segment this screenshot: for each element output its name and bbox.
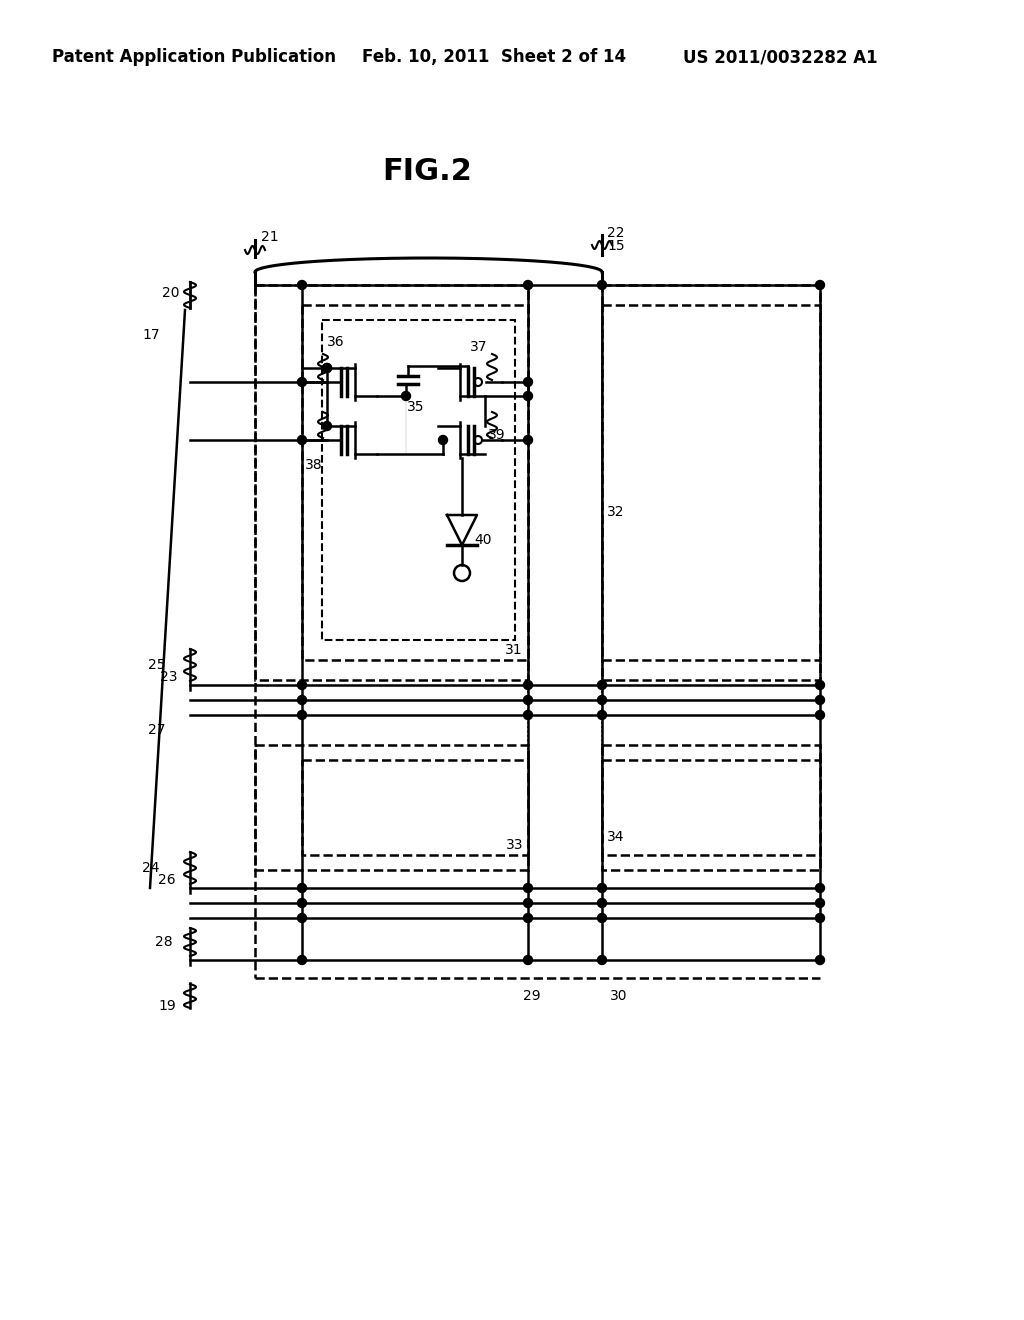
Text: 17: 17 (142, 327, 160, 342)
Circle shape (523, 436, 532, 445)
Circle shape (815, 913, 824, 923)
Text: 24: 24 (142, 861, 160, 875)
Text: 28: 28 (155, 935, 173, 949)
Text: Feb. 10, 2011  Sheet 2 of 14: Feb. 10, 2011 Sheet 2 of 14 (362, 48, 626, 66)
Text: 29: 29 (523, 989, 541, 1003)
Bar (255, 744, 528, 870)
Text: 20: 20 (162, 286, 179, 300)
Circle shape (597, 899, 606, 908)
Text: 35: 35 (407, 400, 425, 414)
Text: 36: 36 (327, 335, 345, 348)
Circle shape (597, 883, 606, 892)
Circle shape (523, 710, 532, 719)
Circle shape (597, 696, 606, 705)
Circle shape (298, 956, 306, 965)
Text: 34: 34 (607, 830, 625, 843)
Circle shape (298, 281, 306, 289)
Bar (302, 305, 528, 660)
Text: 32: 32 (607, 506, 625, 519)
Circle shape (298, 681, 306, 689)
Text: 31: 31 (506, 643, 523, 657)
Circle shape (298, 883, 306, 892)
Circle shape (298, 696, 306, 705)
Circle shape (815, 710, 824, 719)
Circle shape (597, 956, 606, 965)
Bar (255, 285, 528, 680)
Text: 15: 15 (607, 239, 625, 253)
Circle shape (523, 899, 532, 908)
Circle shape (815, 281, 824, 289)
Text: 30: 30 (610, 989, 628, 1003)
Text: 37: 37 (470, 341, 487, 354)
Circle shape (815, 899, 824, 908)
Circle shape (523, 956, 532, 965)
Circle shape (523, 696, 532, 705)
Bar (602, 744, 820, 870)
Circle shape (323, 363, 332, 372)
Text: 40: 40 (474, 533, 492, 546)
Circle shape (523, 883, 532, 892)
Text: 26: 26 (158, 873, 176, 887)
Bar (602, 305, 820, 660)
Circle shape (523, 281, 532, 289)
Text: US 2011/0032282 A1: US 2011/0032282 A1 (683, 48, 878, 66)
Circle shape (298, 436, 306, 445)
Text: 22: 22 (607, 226, 625, 240)
Circle shape (523, 913, 532, 923)
Text: FIG.2: FIG.2 (382, 157, 472, 186)
Text: 27: 27 (148, 723, 166, 737)
Text: 33: 33 (506, 838, 523, 851)
Circle shape (597, 681, 606, 689)
Circle shape (523, 378, 532, 387)
Circle shape (815, 681, 824, 689)
Text: 23: 23 (160, 671, 177, 684)
Circle shape (815, 696, 824, 705)
Circle shape (298, 913, 306, 923)
Text: 19: 19 (158, 999, 176, 1012)
Circle shape (597, 281, 606, 289)
Circle shape (523, 681, 532, 689)
Bar (602, 760, 820, 855)
Circle shape (298, 899, 306, 908)
Text: Patent Application Publication: Patent Application Publication (52, 48, 336, 66)
Text: 38: 38 (305, 458, 323, 473)
Circle shape (323, 421, 332, 430)
Bar (602, 285, 820, 680)
Circle shape (815, 956, 824, 965)
Circle shape (401, 392, 411, 400)
Text: 39: 39 (488, 428, 506, 442)
Text: 25: 25 (148, 657, 166, 672)
Text: 21: 21 (261, 230, 279, 244)
Circle shape (298, 710, 306, 719)
Circle shape (597, 710, 606, 719)
Bar (302, 760, 528, 855)
Bar (322, 319, 515, 640)
Circle shape (323, 363, 332, 372)
Circle shape (298, 378, 306, 387)
Circle shape (597, 913, 606, 923)
Circle shape (815, 883, 824, 892)
Circle shape (438, 436, 447, 445)
Circle shape (523, 392, 532, 400)
